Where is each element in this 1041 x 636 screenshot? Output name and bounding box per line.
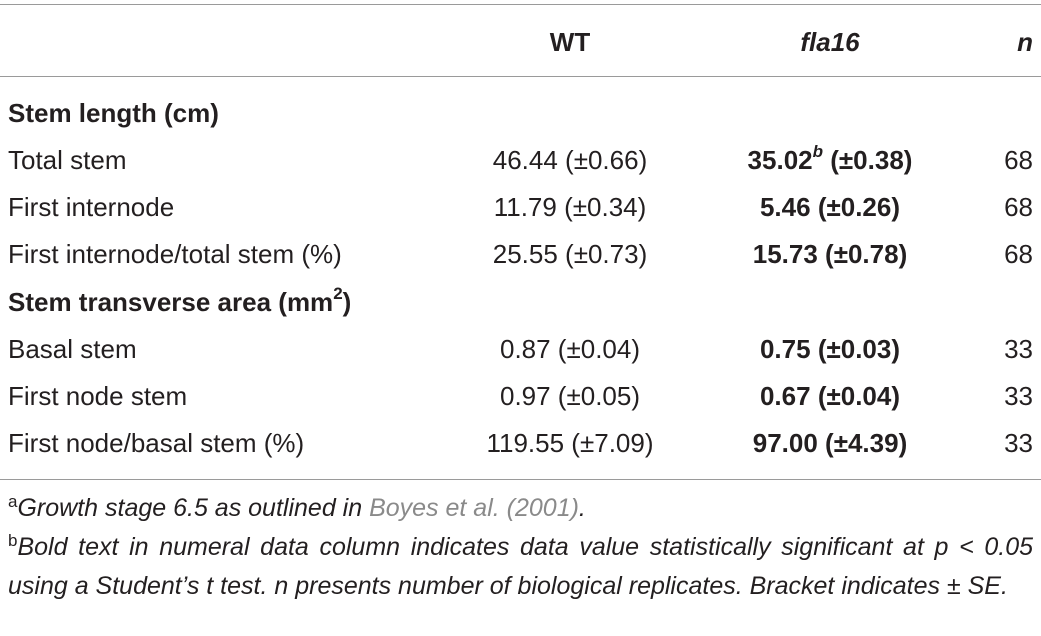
table-row: First internode/total stem (%) 25.55 (±0…	[0, 234, 1041, 274]
footnote-b-text: Bold text in numeral data column indicat…	[8, 533, 1033, 600]
fla16-number: 0.67	[759, 381, 811, 411]
fla16-se: (±0.38)	[830, 145, 913, 175]
fla16-number: 0.75	[759, 334, 811, 364]
header-n: n	[1017, 27, 1033, 57]
wt-value: 25.55 (±0.73)	[492, 239, 648, 269]
footnote-a: aGrowth stage 6.5 as outlined in Boyes e…	[8, 490, 1033, 529]
footnote-mark-b: b	[8, 531, 18, 550]
fla16-value: 5.46 (±0.26)	[700, 187, 960, 227]
table-row: First internode 11.79 (±0.34) 5.46 (±0.2…	[0, 187, 1041, 227]
fla16-number: 97.00	[752, 428, 818, 458]
section-title-row: Stem transverse area (mm2)	[0, 282, 1041, 322]
table-footnotes: aGrowth stage 6.5 as outlined in Boyes e…	[8, 490, 1033, 605]
wt-value: 0.87 (±0.04)	[499, 334, 641, 364]
row-label: First internode	[8, 192, 175, 222]
section-title-stem-length: Stem length (cm)	[8, 93, 219, 133]
fla16-number: 15.73	[752, 239, 818, 269]
fla16-value: 97.00 (±4.39)	[700, 423, 960, 463]
fla16-se: (±0.26)	[817, 192, 901, 222]
fla16-value: 0.67 (±0.04)	[700, 376, 960, 416]
fla16-number: 5.46	[759, 192, 811, 222]
section-title-text: Stem length (cm)	[8, 98, 219, 128]
row-label: Total stem	[8, 145, 127, 175]
header-wt: WT	[549, 27, 591, 57]
footnote-a-text: Growth stage 6.5 as outlined in	[17, 494, 370, 522]
section-title-superscript: 2	[333, 284, 343, 304]
wt-value: 11.79 (±0.34)	[493, 192, 647, 222]
row-label: Basal stem	[8, 334, 137, 364]
row-label: First node stem	[8, 381, 188, 411]
fla16-value: 15.73 (±0.78)	[700, 234, 960, 274]
wt-value: 119.55 (±7.09)	[486, 428, 654, 458]
section-title-text: Stem transverse area (mm	[8, 287, 334, 317]
footnote-mark-a: a	[8, 492, 18, 511]
n-value: 68	[1004, 145, 1033, 175]
fla16-se: (±0.78)	[825, 239, 908, 269]
section-title-transverse-area: Stem transverse area (mm2)	[8, 282, 351, 322]
table-header-rule	[0, 76, 1041, 77]
fla16-se: (±4.39)	[825, 428, 908, 458]
footnote-b: bBold text in numeral data column indica…	[8, 529, 1033, 605]
n-value: 33	[1004, 381, 1033, 411]
wt-value: 46.44 (±0.66)	[492, 145, 648, 175]
row-label: First node/basal stem (%)	[8, 428, 305, 458]
fla16-se: (±0.04)	[817, 381, 901, 411]
fla16-se: (±0.03)	[817, 334, 901, 364]
footnote-a-end: .	[578, 494, 586, 522]
table-row: Basal stem 0.87 (±0.04) 0.75 (±0.03) 33	[0, 329, 1041, 369]
fla16-value: 35.02b (±0.38)	[700, 140, 960, 180]
wt-value: 0.97 (±0.05)	[499, 381, 641, 411]
table-row: First node stem 0.97 (±0.05) 0.67 (±0.04…	[0, 376, 1041, 416]
fla16-number: 35.02	[747, 145, 813, 175]
n-value: 68	[1004, 192, 1033, 222]
row-label: First internode/total stem (%)	[8, 239, 342, 269]
section-title-end: )	[342, 287, 352, 317]
n-value: 33	[1004, 334, 1033, 364]
fla16-footnote-mark: b	[812, 142, 824, 162]
table-header-row: WT fla16 n	[0, 22, 1041, 62]
table-row: First node/basal stem (%) 119.55 (±7.09)…	[0, 423, 1041, 463]
fla16-value: 0.75 (±0.03)	[700, 329, 960, 369]
header-fla16: fla16	[800, 27, 860, 57]
table-row: Total stem 46.44 (±0.66) 35.02b (±0.38) …	[0, 140, 1041, 180]
section-title-row: Stem length (cm)	[0, 93, 1041, 133]
citation-link[interactable]: Boyes et al. (2001)	[369, 494, 579, 522]
n-value: 33	[1004, 428, 1033, 458]
table-top-rule	[0, 4, 1041, 5]
table-bottom-rule	[0, 479, 1041, 480]
n-value: 68	[1004, 239, 1033, 269]
